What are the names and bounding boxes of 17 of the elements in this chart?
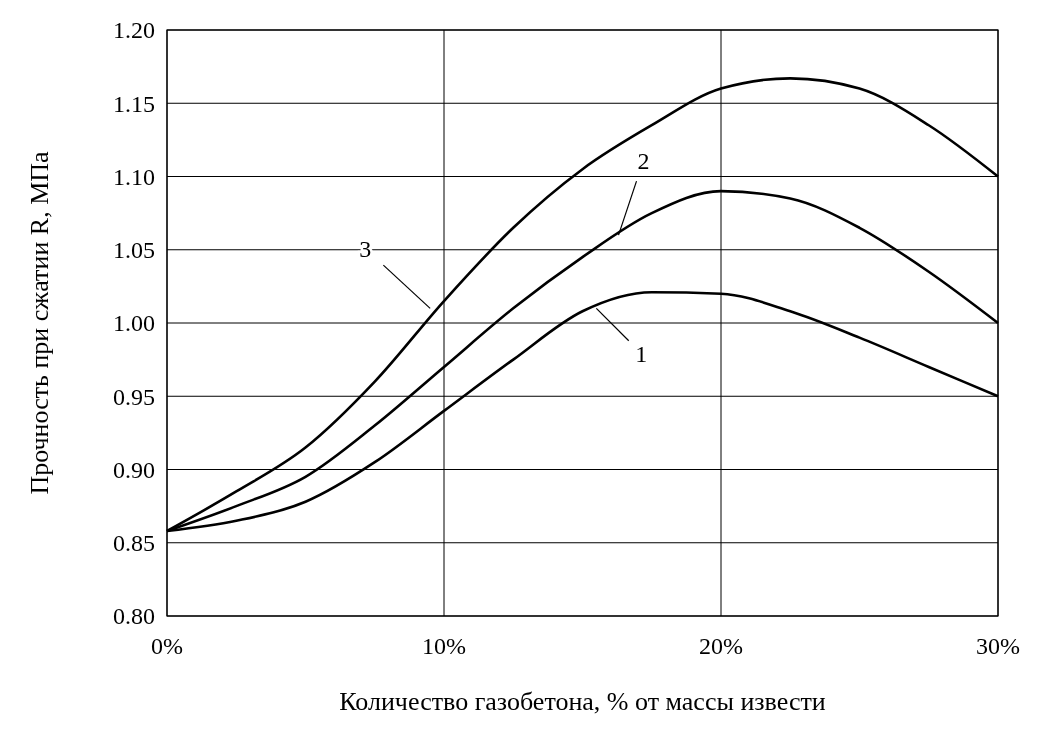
- y-tick-label: 1.10: [113, 163, 155, 190]
- annotation: 1: [635, 340, 648, 367]
- y-axis-title: Прочность при сжатии R, МПа: [25, 150, 54, 495]
- x-tick-label: 10%: [422, 633, 466, 659]
- annotation: 2: [637, 147, 650, 174]
- y-tick-label: 0.80: [113, 603, 155, 630]
- x-tick-label: 30%: [976, 633, 1020, 659]
- y-tick-label: 1.05: [113, 237, 155, 264]
- x-tick-label: 20%: [699, 633, 743, 659]
- y-tick-label: 1.00: [113, 310, 155, 337]
- x-axis-title: Количество газобетона, % от массы извести: [339, 687, 826, 716]
- y-tick-label: 1.15: [113, 90, 155, 117]
- y-tick-label: 1.20: [113, 17, 155, 44]
- y-tick-label: 0.90: [113, 456, 155, 483]
- y-tick-label: 0.95: [113, 383, 155, 410]
- x-tick-label: 0%: [151, 633, 183, 659]
- y-tick-label: 0.85: [113, 530, 155, 557]
